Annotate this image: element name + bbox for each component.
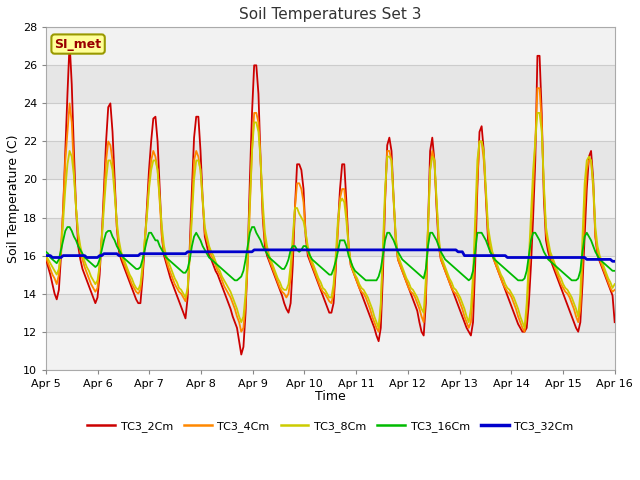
Y-axis label: Soil Temperature (C): Soil Temperature (C) xyxy=(7,134,20,263)
Legend: TC3_2Cm, TC3_4Cm, TC3_8Cm, TC3_16Cm, TC3_32Cm: TC3_2Cm, TC3_4Cm, TC3_8Cm, TC3_16Cm, TC3… xyxy=(83,417,578,436)
Bar xyxy=(46,142,614,180)
Bar xyxy=(46,180,614,217)
Title: Soil Temperatures Set 3: Soil Temperatures Set 3 xyxy=(239,7,422,22)
Bar xyxy=(46,65,614,103)
Bar xyxy=(46,103,614,142)
Text: SI_met: SI_met xyxy=(54,37,102,50)
X-axis label: Time: Time xyxy=(315,390,346,403)
Bar xyxy=(46,27,614,65)
Bar xyxy=(46,294,614,332)
Bar xyxy=(46,332,614,370)
Bar xyxy=(46,255,614,294)
Bar xyxy=(46,217,614,255)
